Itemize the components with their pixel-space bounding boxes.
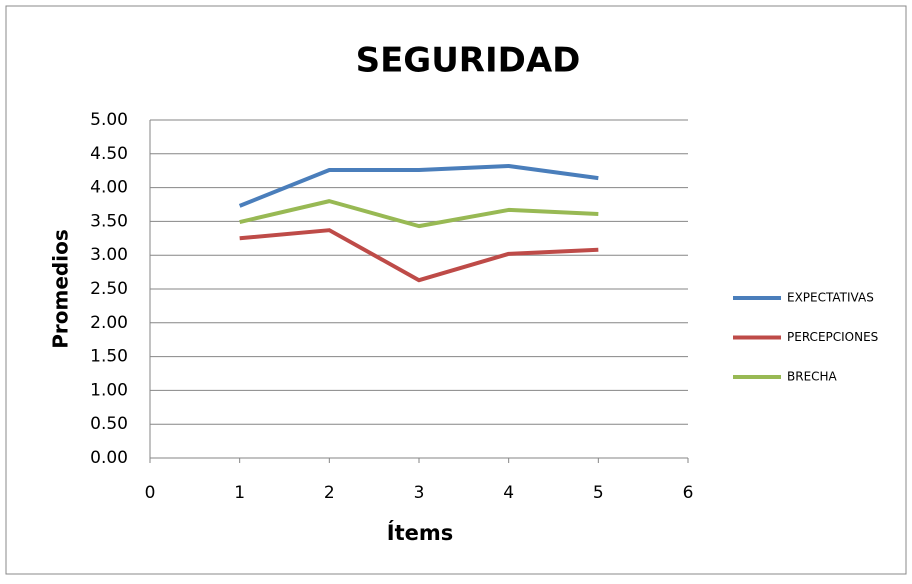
x-tick-label: 1 (234, 483, 245, 503)
y-tick-label: 5.00 (90, 110, 128, 130)
series-line (239, 199, 599, 229)
chart-border (5, 5, 907, 575)
legend-label: EXPECTATIVAS (787, 291, 874, 305)
y-tick-label: 2.00 (90, 313, 128, 333)
x-tick-label: 6 (683, 483, 694, 503)
series-line (239, 228, 599, 283)
y-tick-label: 3.00 (90, 245, 128, 265)
y-tick-label: 4.50 (90, 144, 128, 164)
x-axis-label: Ítems (387, 520, 453, 545)
x-tick-label: 4 (503, 483, 514, 503)
y-axis-label: Promedios (49, 229, 73, 348)
y-tick-label: 0.50 (90, 414, 128, 434)
y-tick-label: 4.00 (90, 178, 128, 198)
legend-label: BRECHA (787, 370, 838, 384)
y-tick-label: 0.00 (90, 448, 128, 468)
y-tick-label: 1.00 (90, 380, 128, 400)
x-tick-label: 3 (414, 483, 425, 503)
x-tick-label: 5 (593, 483, 604, 503)
y-tick-label: 1.50 (90, 347, 128, 367)
legend-label: PERCEPCIONES (787, 330, 878, 344)
y-tick-label: 3.50 (90, 211, 128, 231)
x-tick-label: 2 (324, 483, 335, 503)
series-line (238, 163, 599, 208)
x-tick-label: 0 (145, 483, 156, 503)
chart-title: SEGURIDAD (356, 41, 581, 81)
y-tick-label: 2.50 (90, 279, 128, 299)
